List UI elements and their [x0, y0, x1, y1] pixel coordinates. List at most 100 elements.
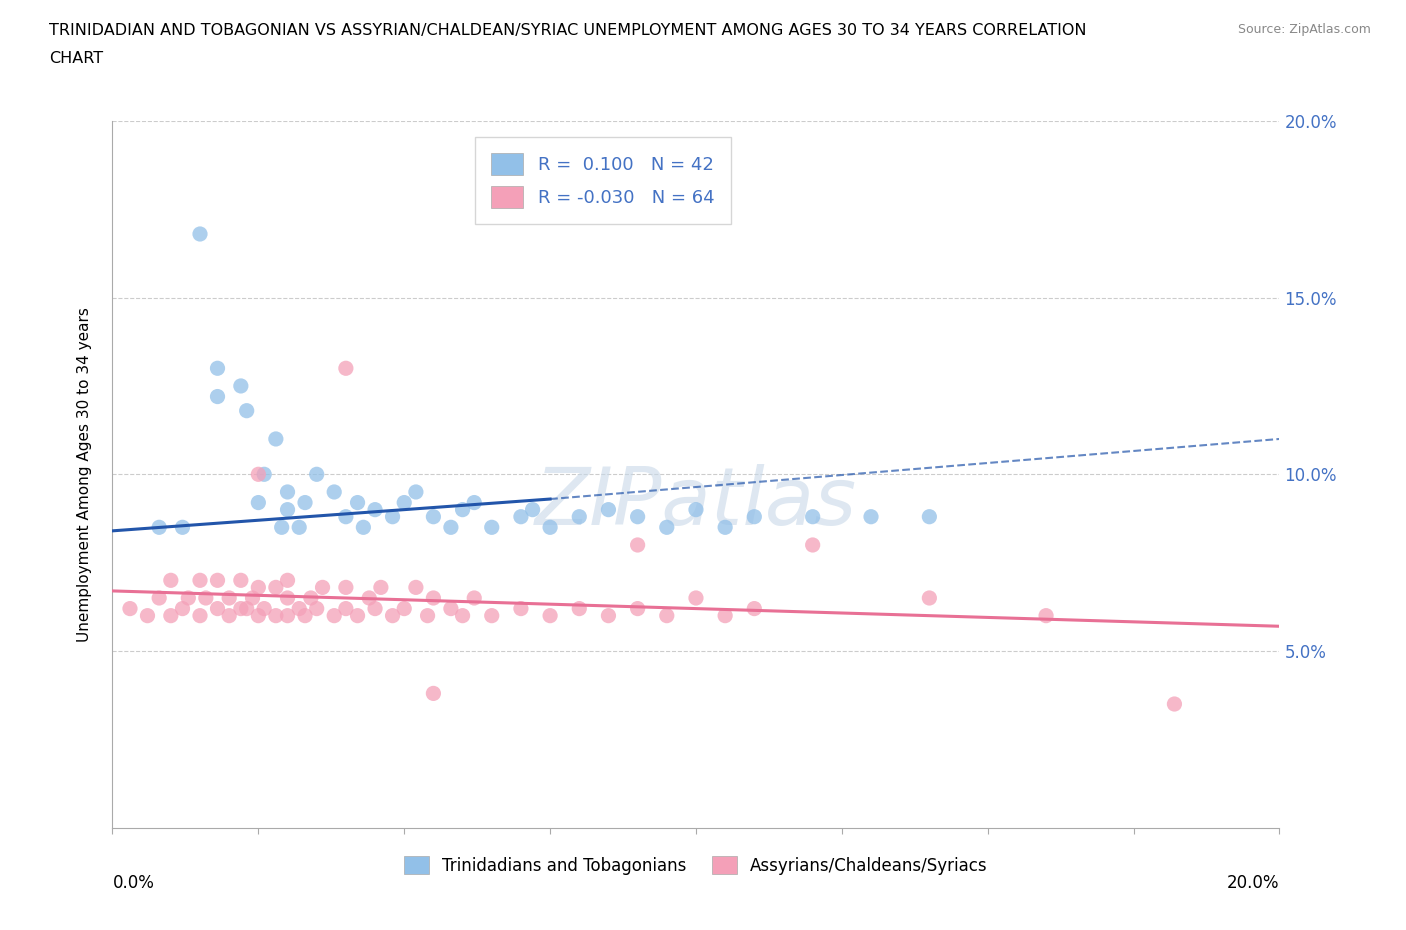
- Point: [598, 608, 620, 623]
- Point: [264, 608, 287, 623]
- Point: [264, 432, 287, 446]
- Point: [1035, 608, 1057, 623]
- Point: [422, 510, 444, 525]
- Legend: Trinidadians and Tobagonians, Assyrians/Chaldeans/Syriacs: Trinidadians and Tobagonians, Assyrians/…: [396, 848, 995, 883]
- Point: [247, 608, 270, 623]
- Point: [352, 520, 374, 535]
- Point: [160, 573, 183, 588]
- Point: [381, 510, 404, 525]
- Point: [207, 601, 229, 616]
- Point: [801, 538, 824, 552]
- Point: [247, 467, 270, 482]
- Text: 0.0%: 0.0%: [112, 873, 155, 892]
- Point: [188, 573, 211, 588]
- Point: [335, 601, 357, 616]
- Point: [247, 580, 270, 595]
- Point: [538, 520, 561, 535]
- Point: [188, 227, 211, 242]
- Point: [177, 591, 200, 605]
- Point: [422, 591, 444, 605]
- Point: [311, 580, 333, 595]
- Point: [172, 601, 194, 616]
- Point: [568, 601, 591, 616]
- Point: [422, 686, 444, 701]
- Point: [685, 502, 707, 517]
- Point: [160, 608, 183, 623]
- Point: [294, 608, 316, 623]
- Point: [229, 601, 252, 616]
- Text: CHART: CHART: [49, 51, 103, 66]
- Point: [229, 379, 252, 393]
- Point: [463, 495, 485, 510]
- Point: [394, 601, 416, 616]
- Point: [305, 467, 328, 482]
- Point: [323, 608, 346, 623]
- Point: [247, 495, 270, 510]
- Point: [801, 510, 824, 525]
- Point: [323, 485, 346, 499]
- Point: [416, 608, 439, 623]
- Point: [627, 510, 650, 525]
- Point: [685, 591, 707, 605]
- Point: [451, 502, 474, 517]
- Point: [253, 467, 276, 482]
- Point: [276, 591, 298, 605]
- Point: [742, 510, 765, 525]
- Point: [405, 485, 427, 499]
- Point: [463, 591, 485, 605]
- Text: 20.0%: 20.0%: [1227, 873, 1279, 892]
- Point: [714, 608, 737, 623]
- Point: [742, 601, 765, 616]
- Point: [346, 608, 368, 623]
- Point: [188, 608, 211, 623]
- Point: [294, 495, 316, 510]
- Point: [288, 601, 311, 616]
- Point: [264, 580, 287, 595]
- Point: [242, 591, 264, 605]
- Point: [335, 510, 357, 525]
- Point: [148, 520, 170, 535]
- Point: [207, 389, 229, 404]
- Point: [364, 502, 387, 517]
- Point: [288, 520, 311, 535]
- Point: [335, 361, 357, 376]
- Point: [918, 591, 941, 605]
- Point: [370, 580, 392, 595]
- Point: [229, 573, 252, 588]
- Point: [364, 601, 387, 616]
- Point: [481, 608, 503, 623]
- Point: [118, 601, 141, 616]
- Point: [440, 601, 463, 616]
- Point: [509, 601, 531, 616]
- Point: [299, 591, 322, 605]
- Point: [440, 520, 463, 535]
- Point: [451, 608, 474, 623]
- Point: [538, 608, 561, 623]
- Point: [194, 591, 217, 605]
- Point: [235, 601, 257, 616]
- Text: TRINIDADIAN AND TOBAGONIAN VS ASSYRIAN/CHALDEAN/SYRIAC UNEMPLOYMENT AMONG AGES 3: TRINIDADIAN AND TOBAGONIAN VS ASSYRIAN/C…: [49, 23, 1087, 38]
- Point: [481, 520, 503, 535]
- Point: [381, 608, 404, 623]
- Point: [655, 608, 678, 623]
- Point: [207, 573, 229, 588]
- Point: [270, 520, 292, 535]
- Text: ZIPatlas: ZIPatlas: [534, 463, 858, 541]
- Point: [394, 495, 416, 510]
- Point: [655, 520, 678, 535]
- Text: Source: ZipAtlas.com: Source: ZipAtlas.com: [1237, 23, 1371, 36]
- Point: [235, 404, 257, 418]
- Point: [346, 495, 368, 510]
- Point: [918, 510, 941, 525]
- Y-axis label: Unemployment Among Ages 30 to 34 years: Unemployment Among Ages 30 to 34 years: [77, 307, 91, 642]
- Point: [509, 510, 531, 525]
- Point: [207, 361, 229, 376]
- Point: [276, 608, 298, 623]
- Point: [405, 580, 427, 595]
- Point: [335, 580, 357, 595]
- Point: [136, 608, 159, 623]
- Point: [148, 591, 170, 605]
- Point: [627, 538, 650, 552]
- Point: [627, 601, 650, 616]
- Point: [253, 601, 276, 616]
